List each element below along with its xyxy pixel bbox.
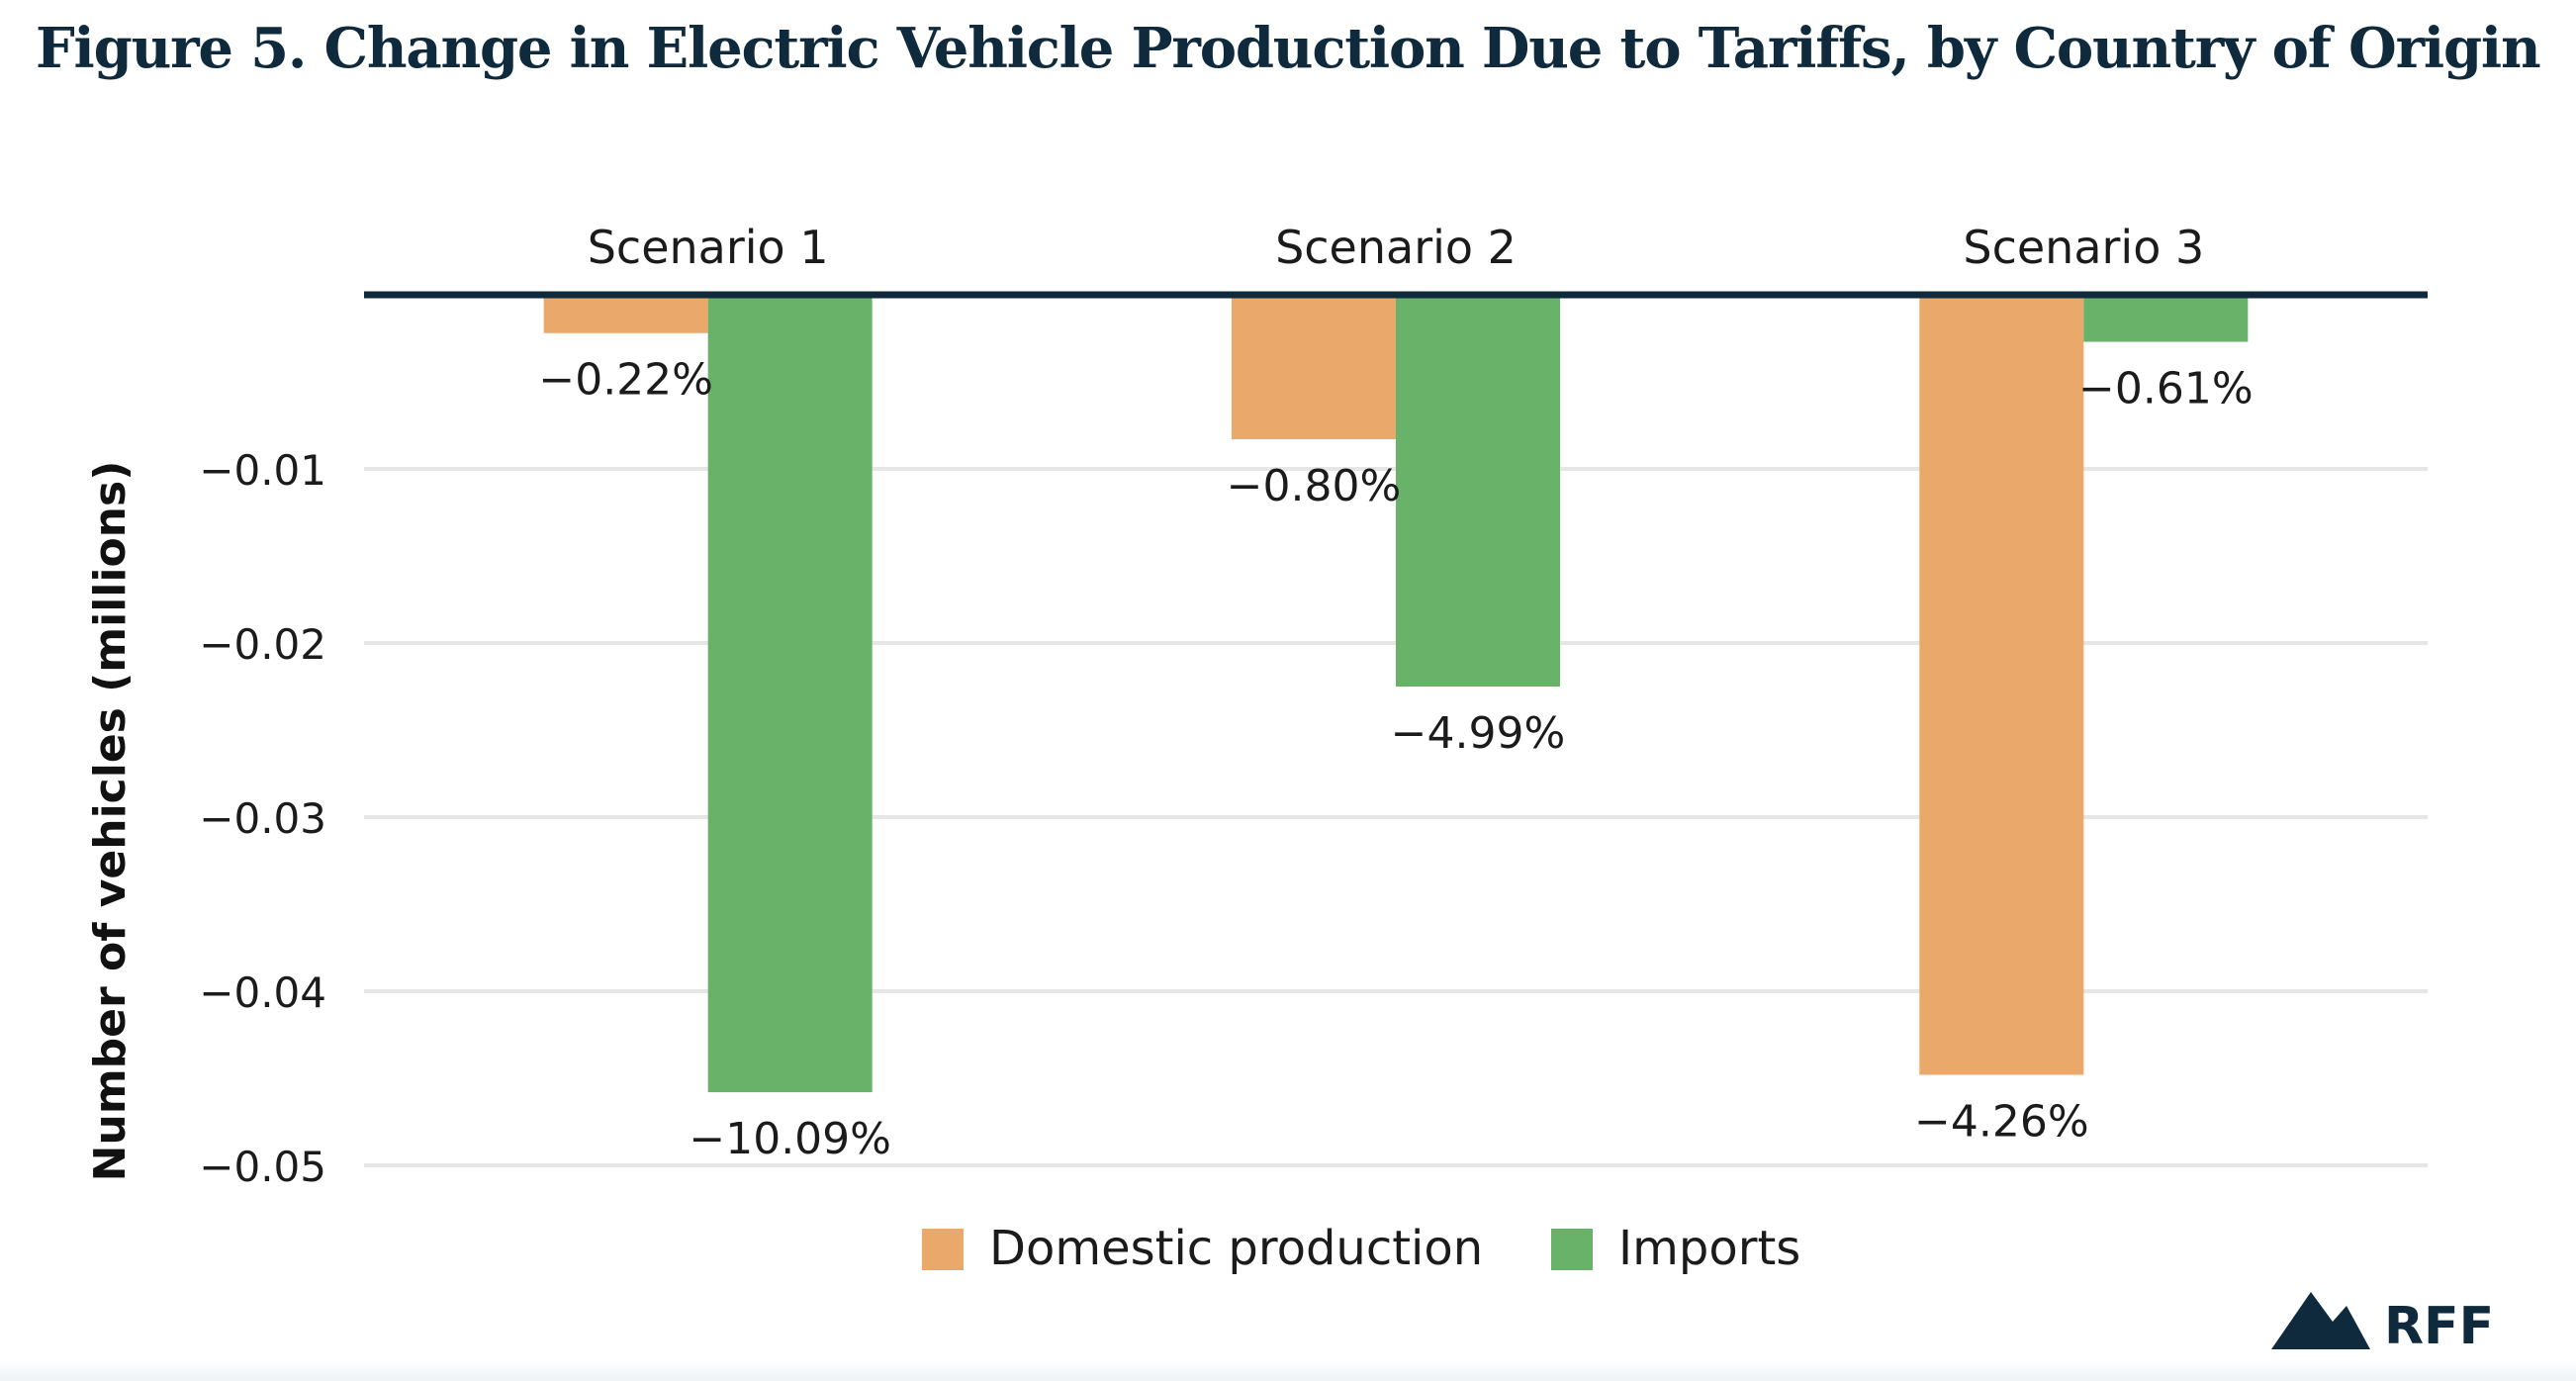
chart-title: Figure 5. Change in Electric Vehicle Pro… [36,16,2541,81]
category-labels: Scenario 1 Scenario 2 Scenario 3 [588,221,2205,274]
mountain-icon [2271,1292,2370,1349]
data-label: −0.22% [538,355,713,406]
bar-domestic [1919,295,2084,1075]
y-tick-label: −0.02 [199,620,326,669]
data-label: −4.26% [1914,1096,2089,1147]
bars [543,295,2249,1093]
legend-label: Imports [1618,1221,1800,1276]
data-labels: −0.22% −10.09% −0.80% −4.99% −4.26% −0.61% [538,355,2253,1164]
bar-domestic [543,295,708,333]
y-axis-label: Number of vehicles (millions) [85,461,136,1182]
y-tick-label: −0.05 [199,1143,326,1191]
legend-swatch [1551,1229,1593,1270]
footer-band [0,1359,2576,1381]
bar-imports [1396,295,1560,687]
category-label: Scenario 1 [588,221,829,274]
y-tick-label: −0.01 [199,446,326,495]
data-label: −0.61% [2078,364,2254,414]
data-label: −4.99% [1391,708,1566,759]
legend: Domestic production Imports [922,1221,1800,1276]
y-tick-label: −0.03 [199,794,326,843]
bar-imports [2083,295,2249,342]
y-tick-label: −0.04 [199,968,326,1017]
legend-swatch [922,1229,964,1270]
legend-label: Domestic production [989,1221,1483,1276]
category-label: Scenario 2 [1275,221,1517,274]
y-axis-ticks: −0.01 −0.02 −0.03 −0.04 −0.05 [199,446,326,1191]
logo-text: RFF [2384,1297,2494,1356]
rff-logo: RFF [2271,1292,2494,1356]
bar-imports [707,295,873,1093]
data-label: −10.09% [689,1114,891,1164]
data-label: −0.80% [1227,461,1402,511]
bar-domestic [1232,295,1396,440]
category-label: Scenario 3 [1963,221,2204,274]
